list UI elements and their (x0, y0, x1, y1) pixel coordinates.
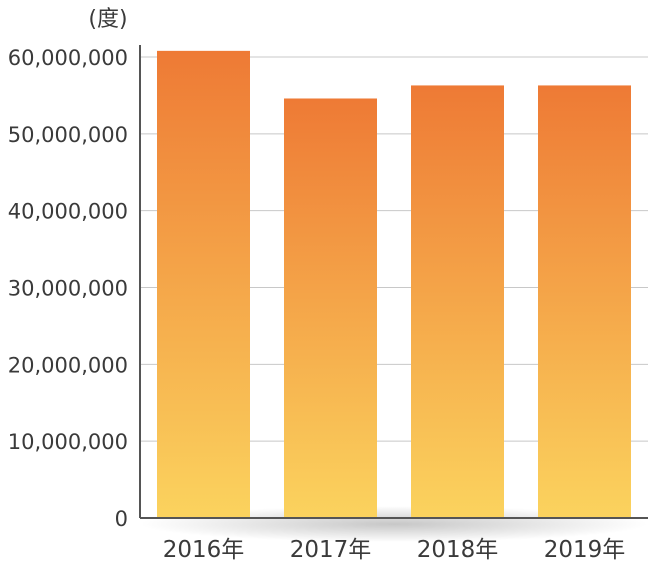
bar-2017年 (284, 98, 377, 519)
x-tick-label: 2019年 (544, 537, 626, 563)
y-tick-label: 50,000,000 (8, 123, 128, 147)
y-tick-label: 30,000,000 (8, 277, 128, 301)
x-tick-label: 2018年 (417, 537, 499, 563)
y-tick-label: 60,000,000 (8, 46, 128, 70)
bars (157, 50, 631, 519)
y-tick-label: 20,000,000 (8, 353, 128, 377)
x-tick-label: 2016年 (163, 537, 245, 563)
baseline-shadow (140, 506, 648, 542)
y-tick-label: 0 (115, 507, 128, 531)
baseline-shadow-ellipse (140, 506, 648, 542)
y-tick-label: 10,000,000 (8, 430, 128, 454)
y-tick-labels: 0 10,000,000 20,000,000 30,000,000 40,000,00… (8, 46, 128, 531)
y-tick-label: 40,000,000 (8, 200, 128, 224)
bar-2018年 (411, 85, 504, 518)
bar-2019年 (538, 85, 631, 518)
bar-2016年 (157, 50, 250, 518)
axes (139, 45, 648, 519)
x-tick-labels: 2016年 2017年 2018年 2019年 (163, 537, 626, 563)
x-tick-label: 2017年 (290, 537, 372, 563)
y-axis-unit-label: (度) (88, 7, 127, 32)
